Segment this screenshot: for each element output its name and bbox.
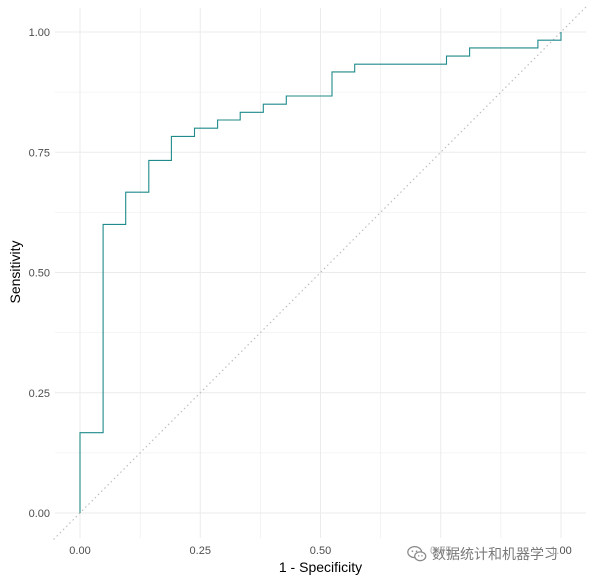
x-tick-label: 0.00 [69, 545, 90, 557]
x-tick-label: 0.25 [190, 545, 211, 557]
x-axis-title: 1 - Specificity [279, 559, 362, 575]
roc-curve-layer [79, 32, 562, 513]
y-axis-title: Sensitivity [7, 240, 23, 303]
watermark: 数据统计和机器学习 [404, 543, 560, 565]
wechat-icon [407, 546, 427, 562]
y-tick-label: 1.00 [29, 27, 50, 39]
watermark-text: 数据统计和机器学习 [432, 547, 558, 563]
y-tick-label: 0.75 [29, 147, 50, 159]
y-tick-label: 0.50 [29, 268, 50, 280]
y-tick-label: 0.25 [29, 388, 50, 400]
roc-curve-line [79, 32, 562, 513]
y-axis-ticks: 0.00 0.25 0.50 0.75 1.00 [29, 27, 50, 520]
grid [55, 8, 586, 538]
y-tick-label: 0.00 [29, 508, 50, 520]
x-tick-label: 0.50 [310, 545, 331, 557]
